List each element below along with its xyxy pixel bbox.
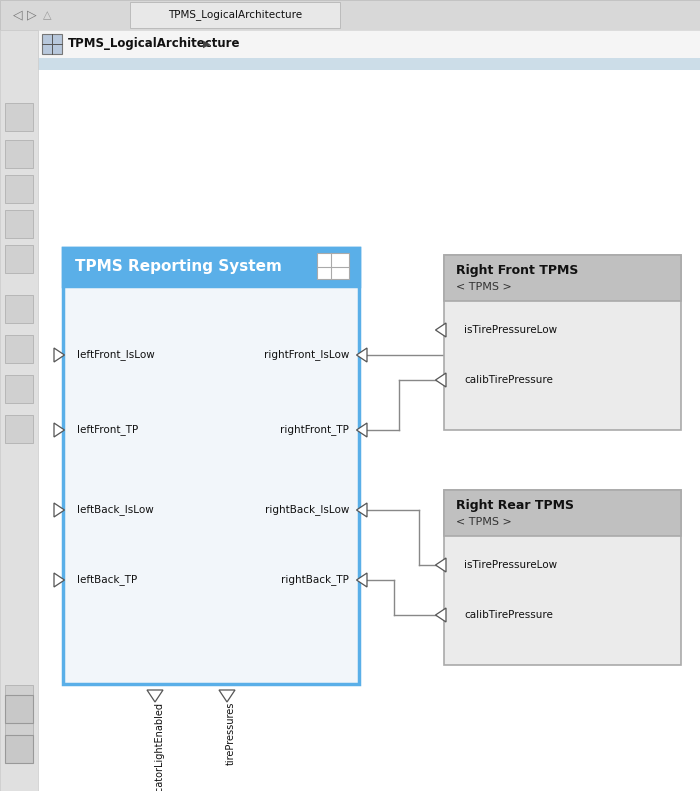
Text: Right Rear TPMS: Right Rear TPMS <box>456 498 574 512</box>
Bar <box>5 720 33 748</box>
Bar <box>38 58 700 70</box>
Text: △: △ <box>43 10 51 20</box>
Bar <box>63 248 359 286</box>
Bar <box>5 695 33 723</box>
Polygon shape <box>435 373 446 387</box>
Bar <box>5 335 33 363</box>
Polygon shape <box>435 608 446 622</box>
Bar <box>444 255 681 430</box>
Bar <box>5 140 33 168</box>
Text: ▶: ▶ <box>203 39 211 49</box>
Text: calibTirePressure: calibTirePressure <box>464 610 553 620</box>
Text: isTirePressureLow: isTirePressureLow <box>464 325 557 335</box>
Text: TPMS_LogicalArchitecture: TPMS_LogicalArchitecture <box>68 37 241 51</box>
Bar <box>444 490 681 536</box>
Text: calibTirePressure: calibTirePressure <box>464 375 553 385</box>
Bar <box>63 248 359 684</box>
Polygon shape <box>435 323 446 337</box>
Bar <box>444 490 681 665</box>
Bar <box>5 103 33 131</box>
Bar <box>5 210 33 238</box>
Text: rightBack_TP: rightBack_TP <box>281 574 349 585</box>
Text: leftBack_IsLow: leftBack_IsLow <box>77 505 154 516</box>
Polygon shape <box>356 503 367 517</box>
Bar <box>5 245 33 273</box>
Bar <box>5 415 33 443</box>
Text: < TPMS >: < TPMS > <box>456 517 512 527</box>
Bar <box>317 253 349 279</box>
Text: ◁: ◁ <box>13 9 23 21</box>
Polygon shape <box>54 503 64 517</box>
Text: rightFront_TP: rightFront_TP <box>280 425 349 436</box>
Bar <box>0 0 700 30</box>
Text: rightBack_IsLow: rightBack_IsLow <box>265 505 349 516</box>
Polygon shape <box>54 423 64 437</box>
Bar <box>5 175 33 203</box>
Text: leftFront_IsLow: leftFront_IsLow <box>77 350 155 361</box>
Text: Right Front TPMS: Right Front TPMS <box>456 263 578 277</box>
Bar <box>5 685 33 713</box>
Text: rightFront_IsLow: rightFront_IsLow <box>264 350 349 361</box>
Bar <box>5 735 33 763</box>
Bar <box>5 375 33 403</box>
Polygon shape <box>219 690 235 702</box>
Text: leftBack_TP: leftBack_TP <box>77 574 137 585</box>
Bar <box>444 255 681 301</box>
Bar <box>5 295 33 323</box>
Polygon shape <box>356 573 367 587</box>
Bar <box>130 2 340 28</box>
Polygon shape <box>147 690 163 702</box>
Bar <box>42 34 62 54</box>
Polygon shape <box>54 573 64 587</box>
Polygon shape <box>435 558 446 572</box>
Text: < TPMS >: < TPMS > <box>456 282 512 292</box>
Text: tirePressures: tirePressures <box>226 702 236 766</box>
Text: TPMS_LogicalArchitecture: TPMS_LogicalArchitecture <box>168 9 302 21</box>
Polygon shape <box>356 348 367 362</box>
Polygon shape <box>356 423 367 437</box>
Bar <box>0 30 38 791</box>
Text: ▷: ▷ <box>27 9 37 21</box>
Polygon shape <box>54 348 64 362</box>
Text: leftFront_TP: leftFront_TP <box>77 425 139 436</box>
Bar <box>38 30 700 58</box>
Text: indicatorLightEnabled: indicatorLightEnabled <box>154 702 164 791</box>
Text: TPMS Reporting System: TPMS Reporting System <box>75 259 282 274</box>
Text: isTirePressureLow: isTirePressureLow <box>464 560 557 570</box>
